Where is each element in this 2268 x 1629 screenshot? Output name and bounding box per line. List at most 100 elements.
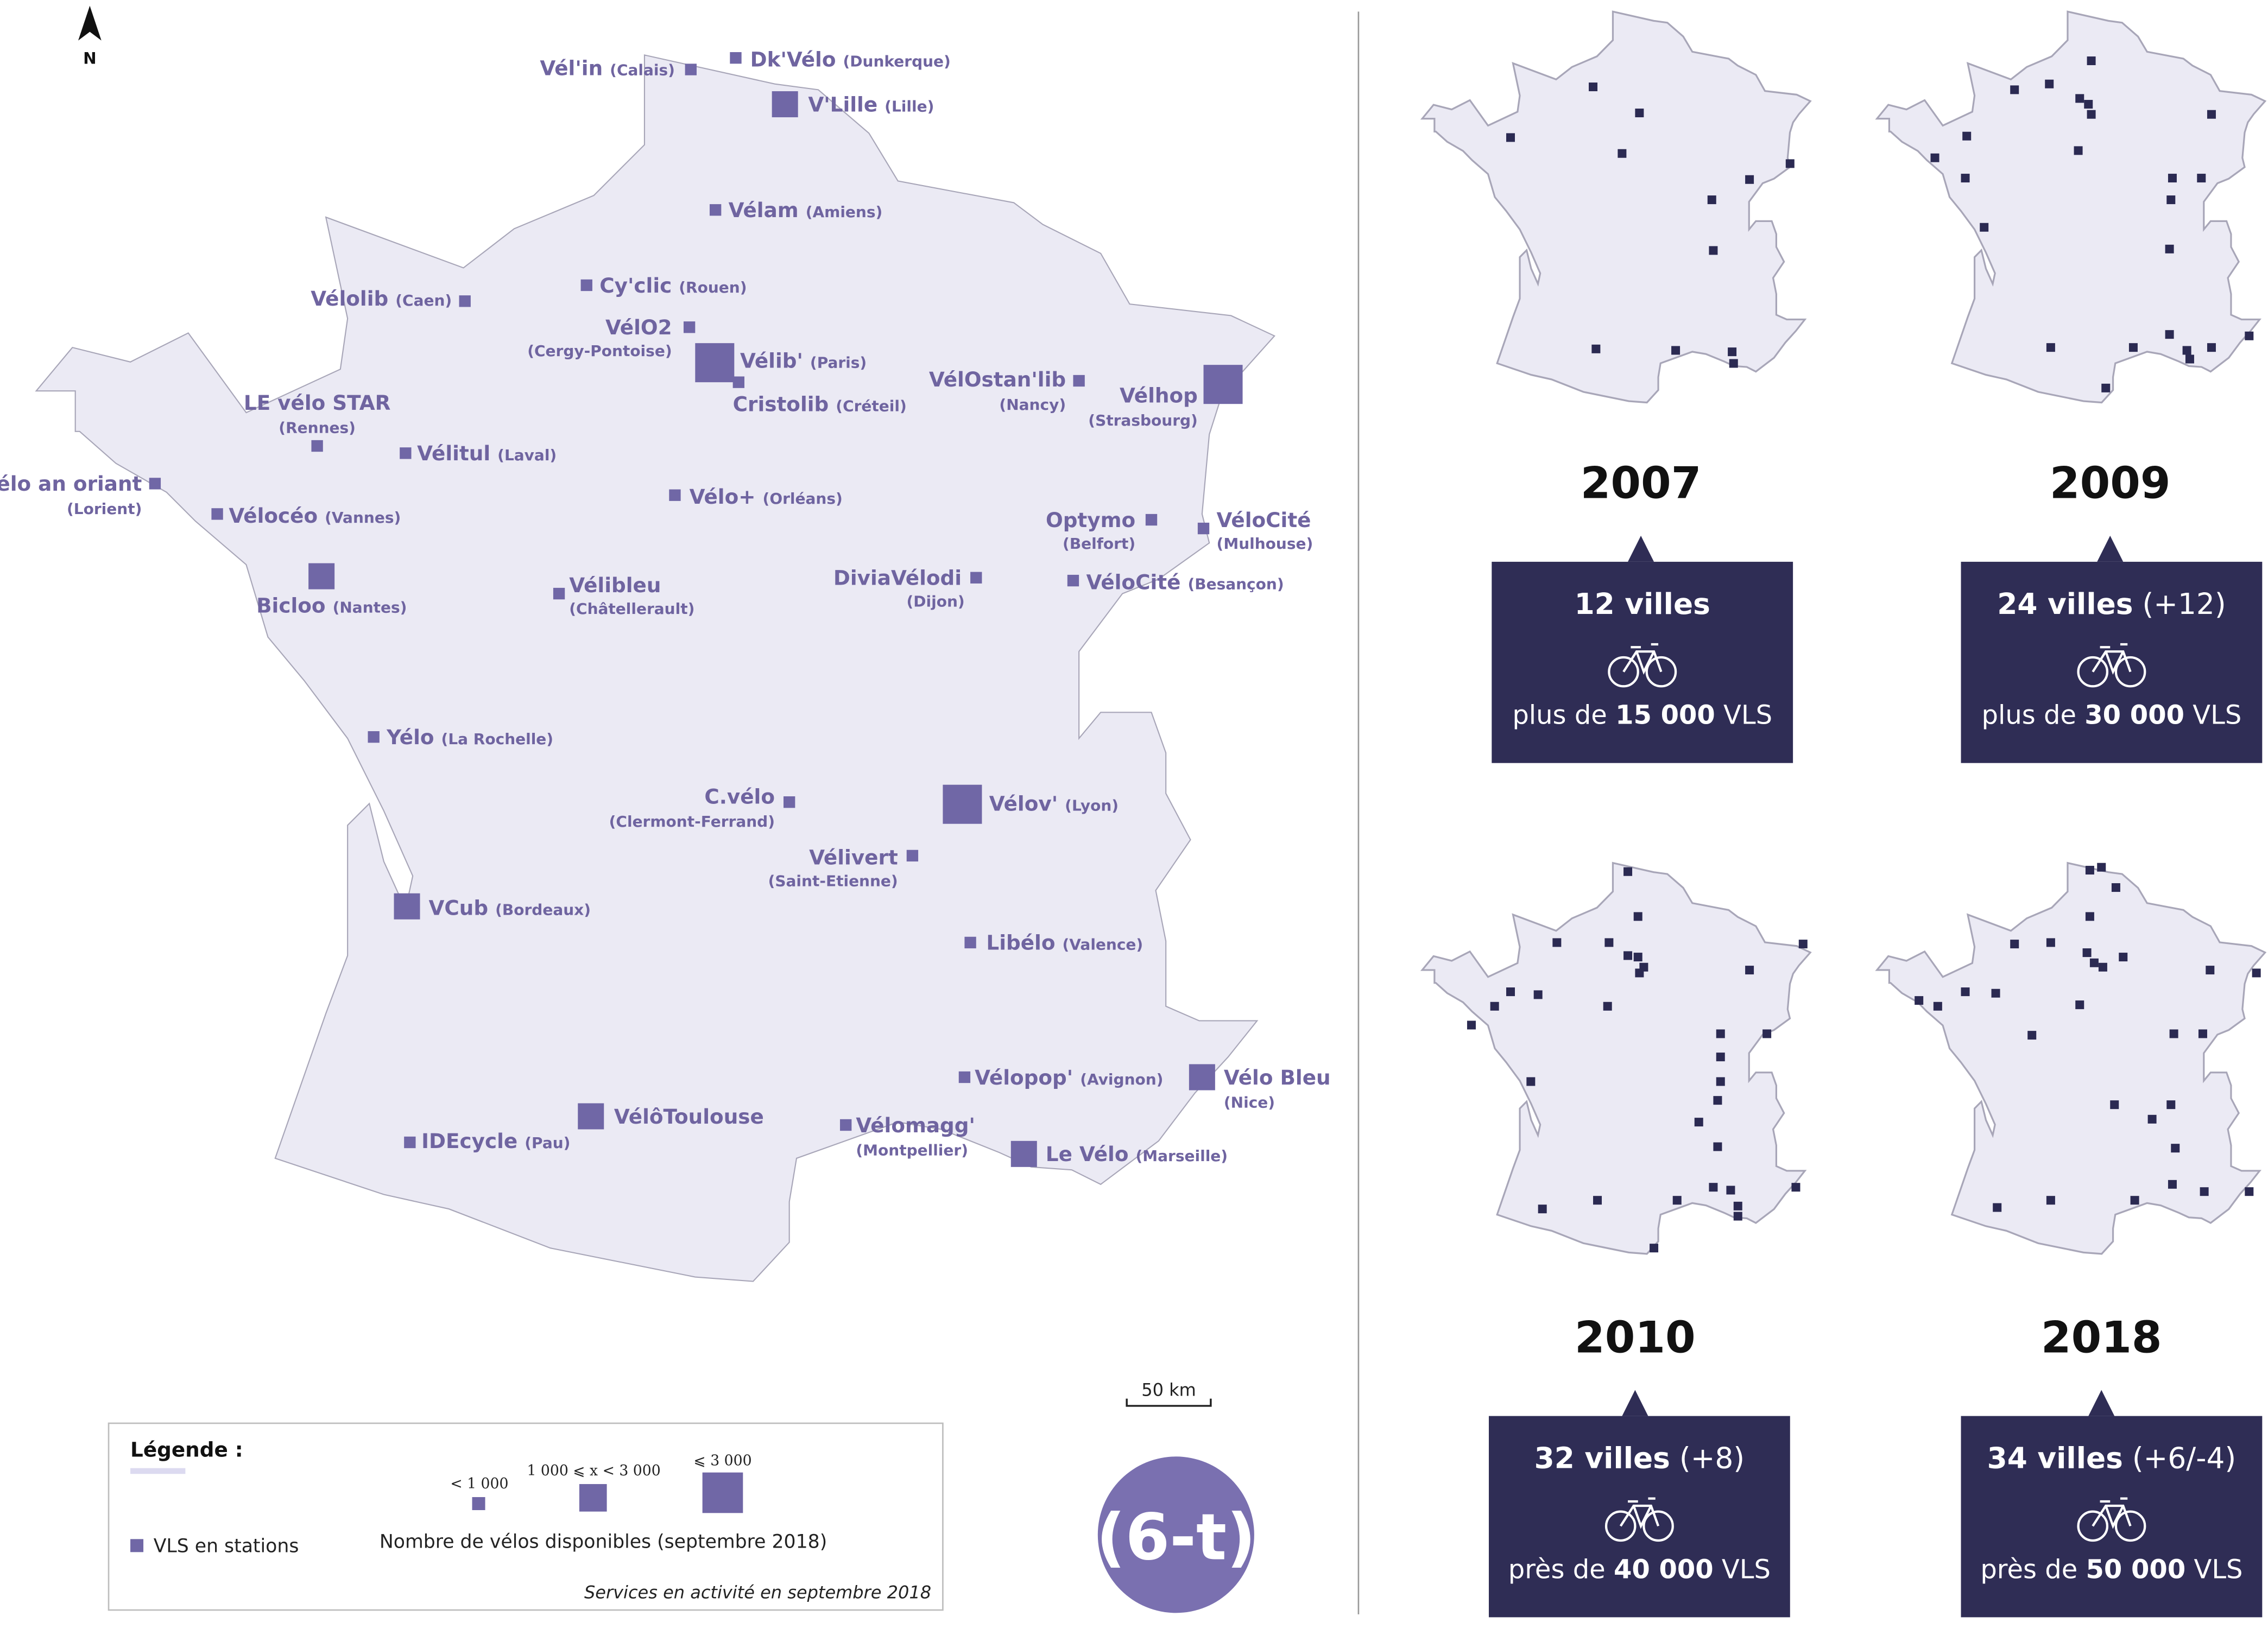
mini-city-dot — [1798, 940, 1808, 949]
mini-city-dot — [2169, 1029, 2178, 1038]
mini-city-dot — [1716, 1053, 1725, 1062]
mini-city-dot — [1633, 953, 1642, 962]
city-label: Optymo — [1046, 508, 1135, 532]
timeline-panel-2018 — [1876, 862, 2266, 1255]
mini-city-dot — [1604, 938, 1614, 947]
bicycle-icon — [1608, 643, 1677, 688]
city-label: Vél'in (Calais) — [540, 56, 675, 80]
city-sublabel: (Dijon) — [906, 593, 964, 611]
mini-city-dot — [2171, 1144, 2180, 1153]
vls-count: près de 40 000 VLS — [1508, 1554, 1771, 1584]
timeline-panels: 2007 12 villes plus de 15 000 VLS 2009 24 vi… — [1421, 10, 2266, 1618]
mini-city-dot — [2087, 110, 2096, 119]
city-label: Vélhop — [1120, 384, 1198, 408]
year-label: 2009 — [2050, 458, 2171, 509]
marker-amiens — [709, 204, 722, 216]
mini-city-dot — [2087, 56, 2096, 66]
mini-city-dot — [1467, 1020, 1476, 1030]
mini-city-dot — [1933, 1002, 1942, 1011]
mini-city-dot — [1635, 109, 1644, 118]
city-sublabel: (Belfort) — [1063, 535, 1135, 553]
mini-city-dot — [1716, 1077, 1725, 1086]
city-sublabel: (Châtellerault) — [569, 600, 694, 618]
mini-city-dot — [1713, 1142, 1722, 1151]
mini-city-dot — [1716, 1029, 1725, 1038]
city-label: Vélo+ (Orléans) — [690, 485, 843, 509]
mini-city-dot — [1618, 149, 1627, 158]
mini-city-dot — [1650, 1244, 1659, 1253]
mini-city-dot — [2245, 1187, 2254, 1196]
mini-city-dot — [1962, 131, 1972, 141]
north-label: N — [83, 49, 97, 67]
mini-city-dot — [2046, 343, 2055, 352]
mini-france-outline — [1876, 10, 2266, 404]
mini-city-dot — [2098, 962, 2107, 972]
mini-city-dot — [2165, 330, 2174, 339]
france-outline — [35, 54, 1275, 1282]
mini-city-dot — [2168, 174, 2177, 183]
city-label: Vélitul (Laval) — [417, 441, 557, 465]
year-label: 2007 — [1581, 458, 1702, 509]
mini-city-dot — [1733, 1212, 1742, 1221]
mini-city-dot — [1726, 1186, 1735, 1195]
city-label: VCub (Bordeaux) — [429, 896, 591, 920]
city-label: C.vélo — [704, 784, 775, 808]
marker-larochelle — [368, 731, 380, 743]
mini-city-dot — [2089, 958, 2099, 967]
mini-france-outline — [1421, 10, 1811, 404]
mini-city-dot — [2046, 1196, 2055, 1205]
city-label: Vélibleu — [569, 573, 661, 597]
mini-city-dot — [1671, 346, 1681, 355]
mini-city-dot — [1915, 996, 1924, 1005]
bicycle-icon — [2077, 1497, 2146, 1542]
city-sublabel: (Strasbourg) — [1088, 411, 1198, 429]
city-label: Vélocéo (Vannes) — [229, 504, 401, 528]
legend-size-large: ⩽ 3 000 — [693, 1452, 751, 1469]
marker-clermont — [784, 796, 795, 808]
city-label: Vélolib (Caen) — [311, 287, 452, 310]
year-label: 2010 — [1575, 1312, 1696, 1362]
city-label: LE vélo STAR — [244, 391, 390, 415]
mini-city-dot — [2010, 940, 2019, 949]
mini-city-dot — [2245, 331, 2254, 340]
marker-besancon — [1067, 574, 1079, 587]
marker-dijon — [970, 572, 982, 584]
mini-city-dot — [1533, 990, 1543, 999]
villes-count: 24 villes (+12) — [1997, 587, 2226, 621]
mini-city-dot — [1591, 344, 1601, 353]
city-label: VéloCité — [1217, 508, 1311, 532]
marker-lyon — [943, 784, 982, 824]
marker-paris — [695, 343, 735, 383]
legend-vls-marker — [130, 1539, 144, 1552]
city-label: Vélivert — [809, 845, 898, 869]
marker-calais — [685, 64, 697, 75]
mini-city-dot — [1991, 988, 2000, 998]
mini-city-dot — [1538, 1205, 1547, 1214]
mini-city-dot — [2075, 1000, 2084, 1010]
marker-orleans — [669, 489, 681, 501]
bicycle-icon — [2077, 643, 2146, 688]
mini-city-dot — [2147, 1114, 2157, 1124]
legend-size-small: < 1 000 — [450, 1475, 508, 1492]
mini-city-dot — [1791, 1183, 1800, 1192]
mini-city-dot — [2182, 346, 2191, 355]
mini-city-dot — [1623, 951, 1633, 960]
legend: Légende : VLS en stations < 1 000 1 000 … — [108, 1422, 944, 1611]
city-label: Le Vélo (Marseille) — [1046, 1142, 1228, 1166]
logo-text: (6-t) — [1096, 1500, 1256, 1575]
city-labels: Vél'in (Calais) Dk'Vélo (Dunkerque) V'Li… — [0, 48, 1331, 1166]
legend-size-title: Nombre de vélos disponibles (septembre 2… — [380, 1531, 827, 1552]
mini-france-outline — [1421, 862, 1811, 1255]
city-label: Vélam (Amiens) — [729, 198, 883, 222]
mini-city-dot — [1733, 1201, 1742, 1210]
marker-lorient — [149, 478, 161, 490]
city-sublabel: (Nancy) — [999, 396, 1066, 414]
mini-city-dot — [1603, 1002, 1612, 1011]
city-label: Vélib' (Paris) — [740, 348, 867, 372]
legend-title: Légende : — [130, 1437, 243, 1461]
mini-city-dot — [1930, 153, 1940, 162]
marker-caen — [459, 295, 471, 307]
mini-city-dot — [2198, 1029, 2207, 1038]
